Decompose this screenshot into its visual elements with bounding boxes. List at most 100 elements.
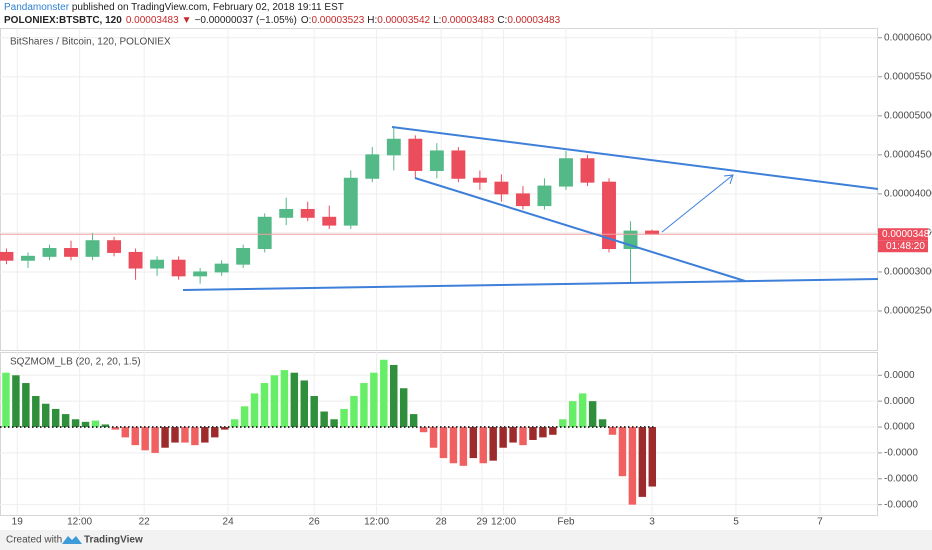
chart-title: BitShares / Bitcoin, 120, POLONIEX (10, 37, 171, 48)
x-tick-label: 12:00 (364, 517, 389, 528)
change: −0.00000037 (−1.05%) (195, 15, 297, 26)
histogram-bar (240, 406, 249, 428)
histogram-bar (230, 419, 239, 428)
histogram-bar (628, 427, 637, 505)
ohlc-value: 0.00003483 (507, 15, 560, 26)
x-tick-label: 22 (139, 517, 151, 528)
histogram-bar (598, 419, 607, 428)
histogram-bar (141, 427, 149, 451)
y-tick-label: 0.00003000 (884, 267, 932, 278)
y-tick-label: 0.00005000 (884, 110, 932, 121)
candle-body (408, 138, 423, 171)
histogram-bar (578, 393, 587, 428)
candle-body (515, 193, 530, 207)
x-tick-label: 12:00 (491, 517, 516, 528)
arrow: ▼ (182, 15, 192, 26)
arrow-line (661, 174, 734, 233)
y-tick-label: 0.00002500 (884, 306, 932, 317)
drawings (182, 126, 879, 291)
histogram-bar (380, 359, 388, 428)
candle-body (580, 158, 595, 183)
histogram-bar (608, 427, 617, 435)
histogram-bar (12, 375, 20, 428)
y-tick-label: 0.0000 (884, 422, 915, 433)
y-tick-label: 0.00004000 (884, 189, 932, 200)
x-tick-label: 7 (817, 517, 823, 528)
histogram-bar (161, 427, 169, 448)
ohlc-value: 0.00003542 (377, 15, 430, 26)
author[interactable]: Pandamonster (4, 2, 70, 13)
candle-body (322, 216, 337, 226)
footer-text: Created with (6, 535, 62, 546)
histogram-bar (340, 408, 348, 428)
histogram-bar (648, 427, 657, 487)
footer-brand[interactable]: TradingView (84, 535, 143, 546)
candle-body (42, 248, 57, 257)
x-tick-label: 28 (436, 517, 448, 528)
histogram-bar (121, 427, 130, 438)
header-line-2: POLONIEX:BTSBTC, 120 0.00003483 ▼ −0.000000… (4, 15, 561, 26)
histogram-bar (330, 419, 338, 428)
histogram-bar (370, 372, 378, 428)
candle-body (0, 251, 14, 261)
histogram-bar (588, 401, 597, 428)
ohlc-label: L: (433, 15, 441, 26)
candle-body (429, 150, 444, 171)
x-tick-label: 29 (476, 517, 488, 528)
histogram-bar (22, 383, 30, 428)
x-tick-label: Feb (557, 517, 575, 528)
candle-body (451, 150, 466, 179)
candle-body (365, 154, 380, 179)
histogram-bar (459, 427, 468, 466)
candle-body (300, 208, 315, 218)
candle-body (128, 251, 143, 269)
histogram-bar (439, 427, 448, 459)
histogram-bar (399, 388, 408, 428)
candle-body (386, 138, 401, 156)
y-tick-label: 0.00004500 (884, 149, 932, 160)
histogram-bar (489, 427, 497, 461)
histogram-bar (469, 427, 478, 459)
candle-body (236, 248, 251, 265)
histogram-bar (479, 427, 487, 464)
indicator-title: SQZMOM_LB (20, 2, 20, 1.5) (10, 357, 141, 368)
x-tick-label: 3 (649, 517, 655, 528)
histogram-bar (220, 427, 229, 430)
y-tick-label: 0.00005500 (884, 71, 932, 82)
histogram-bar (171, 427, 179, 443)
countdown-tag (878, 240, 928, 253)
histogram-bar (51, 408, 60, 428)
x-tick-label: 19 (12, 517, 24, 528)
trend-line (414, 177, 746, 282)
trend-line (391, 126, 879, 190)
candle-body (21, 255, 35, 261)
histogram-bar (191, 427, 199, 446)
histogram-bar (559, 419, 567, 428)
candle-body (537, 185, 552, 207)
ohlc-label: C: (497, 15, 507, 26)
histogram-bar (101, 424, 110, 428)
candle-body (85, 240, 100, 257)
y-tick-label: 0.00006000 (884, 32, 932, 43)
histogram-bar (549, 427, 557, 435)
countdown: 01:48:20 (886, 241, 925, 252)
histogram-bar (181, 427, 189, 443)
candle-body (107, 240, 122, 253)
footer (0, 530, 932, 550)
published: published on TradingView.com, February 0… (69, 2, 344, 13)
histogram-bar (91, 420, 100, 428)
histogram-bar (211, 427, 219, 438)
trend-line (182, 278, 879, 291)
logo (62, 536, 82, 544)
x-tick-label: 12:00 (67, 517, 92, 528)
histogram-bar (618, 427, 627, 477)
histogram-bar (270, 375, 279, 428)
arrow-head (723, 174, 734, 185)
indicator-pane (0, 352, 878, 516)
candle-body (214, 263, 229, 273)
header-line-1: Pandamonster published on TradingView.co… (4, 2, 344, 13)
histogram-bar (519, 427, 527, 446)
histogram-bar (111, 427, 120, 430)
symbol: POLONIEX:BTSBTC, 120 (4, 15, 122, 26)
